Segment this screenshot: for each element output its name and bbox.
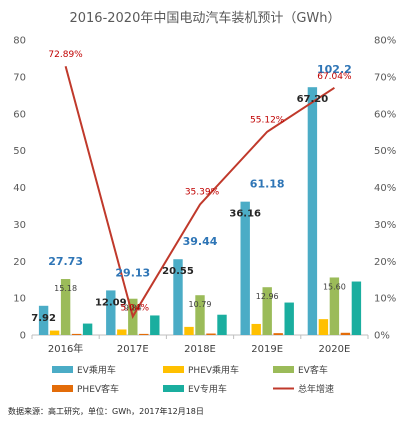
bar [217, 314, 227, 335]
bar [262, 287, 272, 335]
legend-label: EV客车 [298, 364, 328, 376]
bar [117, 329, 127, 335]
legend-swatch [163, 366, 184, 373]
legend-swatch [273, 366, 294, 373]
y2-tick-label: 80% [374, 36, 396, 47]
bar [284, 302, 294, 335]
y-tick-label: 30 [13, 220, 26, 231]
bar [150, 315, 160, 335]
total-label: 102.2 [317, 63, 352, 76]
legend-swatch [52, 366, 73, 373]
bar [240, 201, 250, 335]
growth-rate-label: 72.89% [48, 50, 83, 60]
y-tick-label: 40 [13, 183, 26, 194]
y-tick-label: 20 [13, 257, 26, 268]
x-tick-label: 2017E [117, 344, 149, 355]
bar [71, 333, 82, 335]
y2-tick-label: 70% [374, 72, 396, 83]
legend: EV乘用车 PHEV乘用车 EV客车 PHEV客车 EV专用车 总年增速 [52, 364, 334, 395]
ev-passenger-value-label: 67.20 [297, 94, 329, 105]
growth-line [64, 65, 335, 319]
bar [318, 319, 329, 335]
ev-bus-value-label: 12.96 [256, 292, 279, 301]
bar [106, 290, 116, 335]
y-tick-label: 70 [13, 72, 26, 83]
y2-tick-label: 0% [374, 331, 390, 342]
y2-tick-label: 40% [374, 183, 396, 194]
x-tick-label: 2018E [184, 344, 216, 355]
legend-label: EV乘用车 [77, 364, 116, 376]
legend-swatch [52, 385, 73, 392]
ev-bus-value-label: 10.79 [189, 300, 212, 309]
ev-passenger-value-label: 36.16 [229, 209, 261, 220]
chart-title: 2016-2020年中国电动汽车装机预计（GWh） [69, 10, 340, 26]
bar [173, 259, 183, 335]
bar [273, 333, 283, 335]
y2-tick-label: 50% [374, 146, 396, 157]
total-label: 29.13 [115, 266, 150, 279]
x-tick-label: 2019E [251, 344, 283, 355]
y-tick-label: 10 [13, 294, 26, 305]
total-label: 61.18 [250, 178, 285, 191]
bar [38, 305, 49, 335]
x-tick-label: 2020E [319, 344, 351, 355]
y-tick-label: 0 [20, 331, 26, 342]
growth-rate-label: 5.04% [121, 303, 150, 313]
total-label: 39.44 [183, 235, 218, 248]
y-tick-label: 80 [13, 36, 26, 47]
bar [340, 332, 351, 335]
bars-group [38, 87, 362, 335]
total-label: 27.73 [48, 255, 83, 268]
legend-label: PHEV乘用车 [188, 364, 239, 376]
labels-group: 27.73 29.13 39.44 61.18 102.2 7.92 12.09 20.55 3… [31, 50, 352, 324]
bar [60, 279, 71, 335]
y-tick-label: 50 [13, 146, 26, 157]
bar [206, 333, 216, 335]
legend-label: 总年增速 [298, 383, 334, 395]
growth-line-group [64, 65, 335, 319]
ev-bus-value-label: 15.60 [323, 282, 346, 291]
ev-bus-value-label: 15.18 [54, 284, 77, 293]
bar [139, 333, 149, 335]
y2-tick-label: 10% [374, 294, 396, 305]
growth-rate-label: 55.12% [250, 116, 285, 126]
bar [307, 87, 318, 335]
axes: 0 10 20 30 40 50 60 70 80 0% 10% 20% 30% 40% 50% 60% 70%… [13, 36, 396, 356]
source-note: 数据来源：高工研究，单位：GWh，2017年12月18日 [8, 406, 204, 416]
legend-label: PHEV客车 [77, 383, 119, 395]
bar [329, 277, 340, 335]
y2-tick-label: 30% [374, 220, 396, 231]
bar [82, 323, 93, 335]
bar [49, 330, 60, 335]
y-tick-label: 60 [13, 109, 26, 120]
y2-tick-label: 20% [374, 257, 396, 268]
ev-passenger-value-label: 12.09 [95, 297, 127, 308]
bar [195, 295, 205, 335]
ev-passenger-value-label: 20.55 [162, 266, 194, 277]
bar [351, 281, 362, 335]
bar [251, 323, 261, 335]
ev-passenger-value-label: 7.92 [31, 313, 56, 324]
growth-rate-label: 67.04% [317, 72, 352, 82]
ev-bus-value-label: 9.84 [124, 304, 142, 313]
growth-rate-label: 35.39% [185, 187, 220, 197]
y2-tick-label: 60% [374, 109, 396, 120]
x-tick-label: 2016年 [48, 342, 83, 355]
bar [184, 326, 194, 335]
legend-label: EV专用车 [188, 383, 227, 395]
legend-swatch [163, 385, 184, 392]
